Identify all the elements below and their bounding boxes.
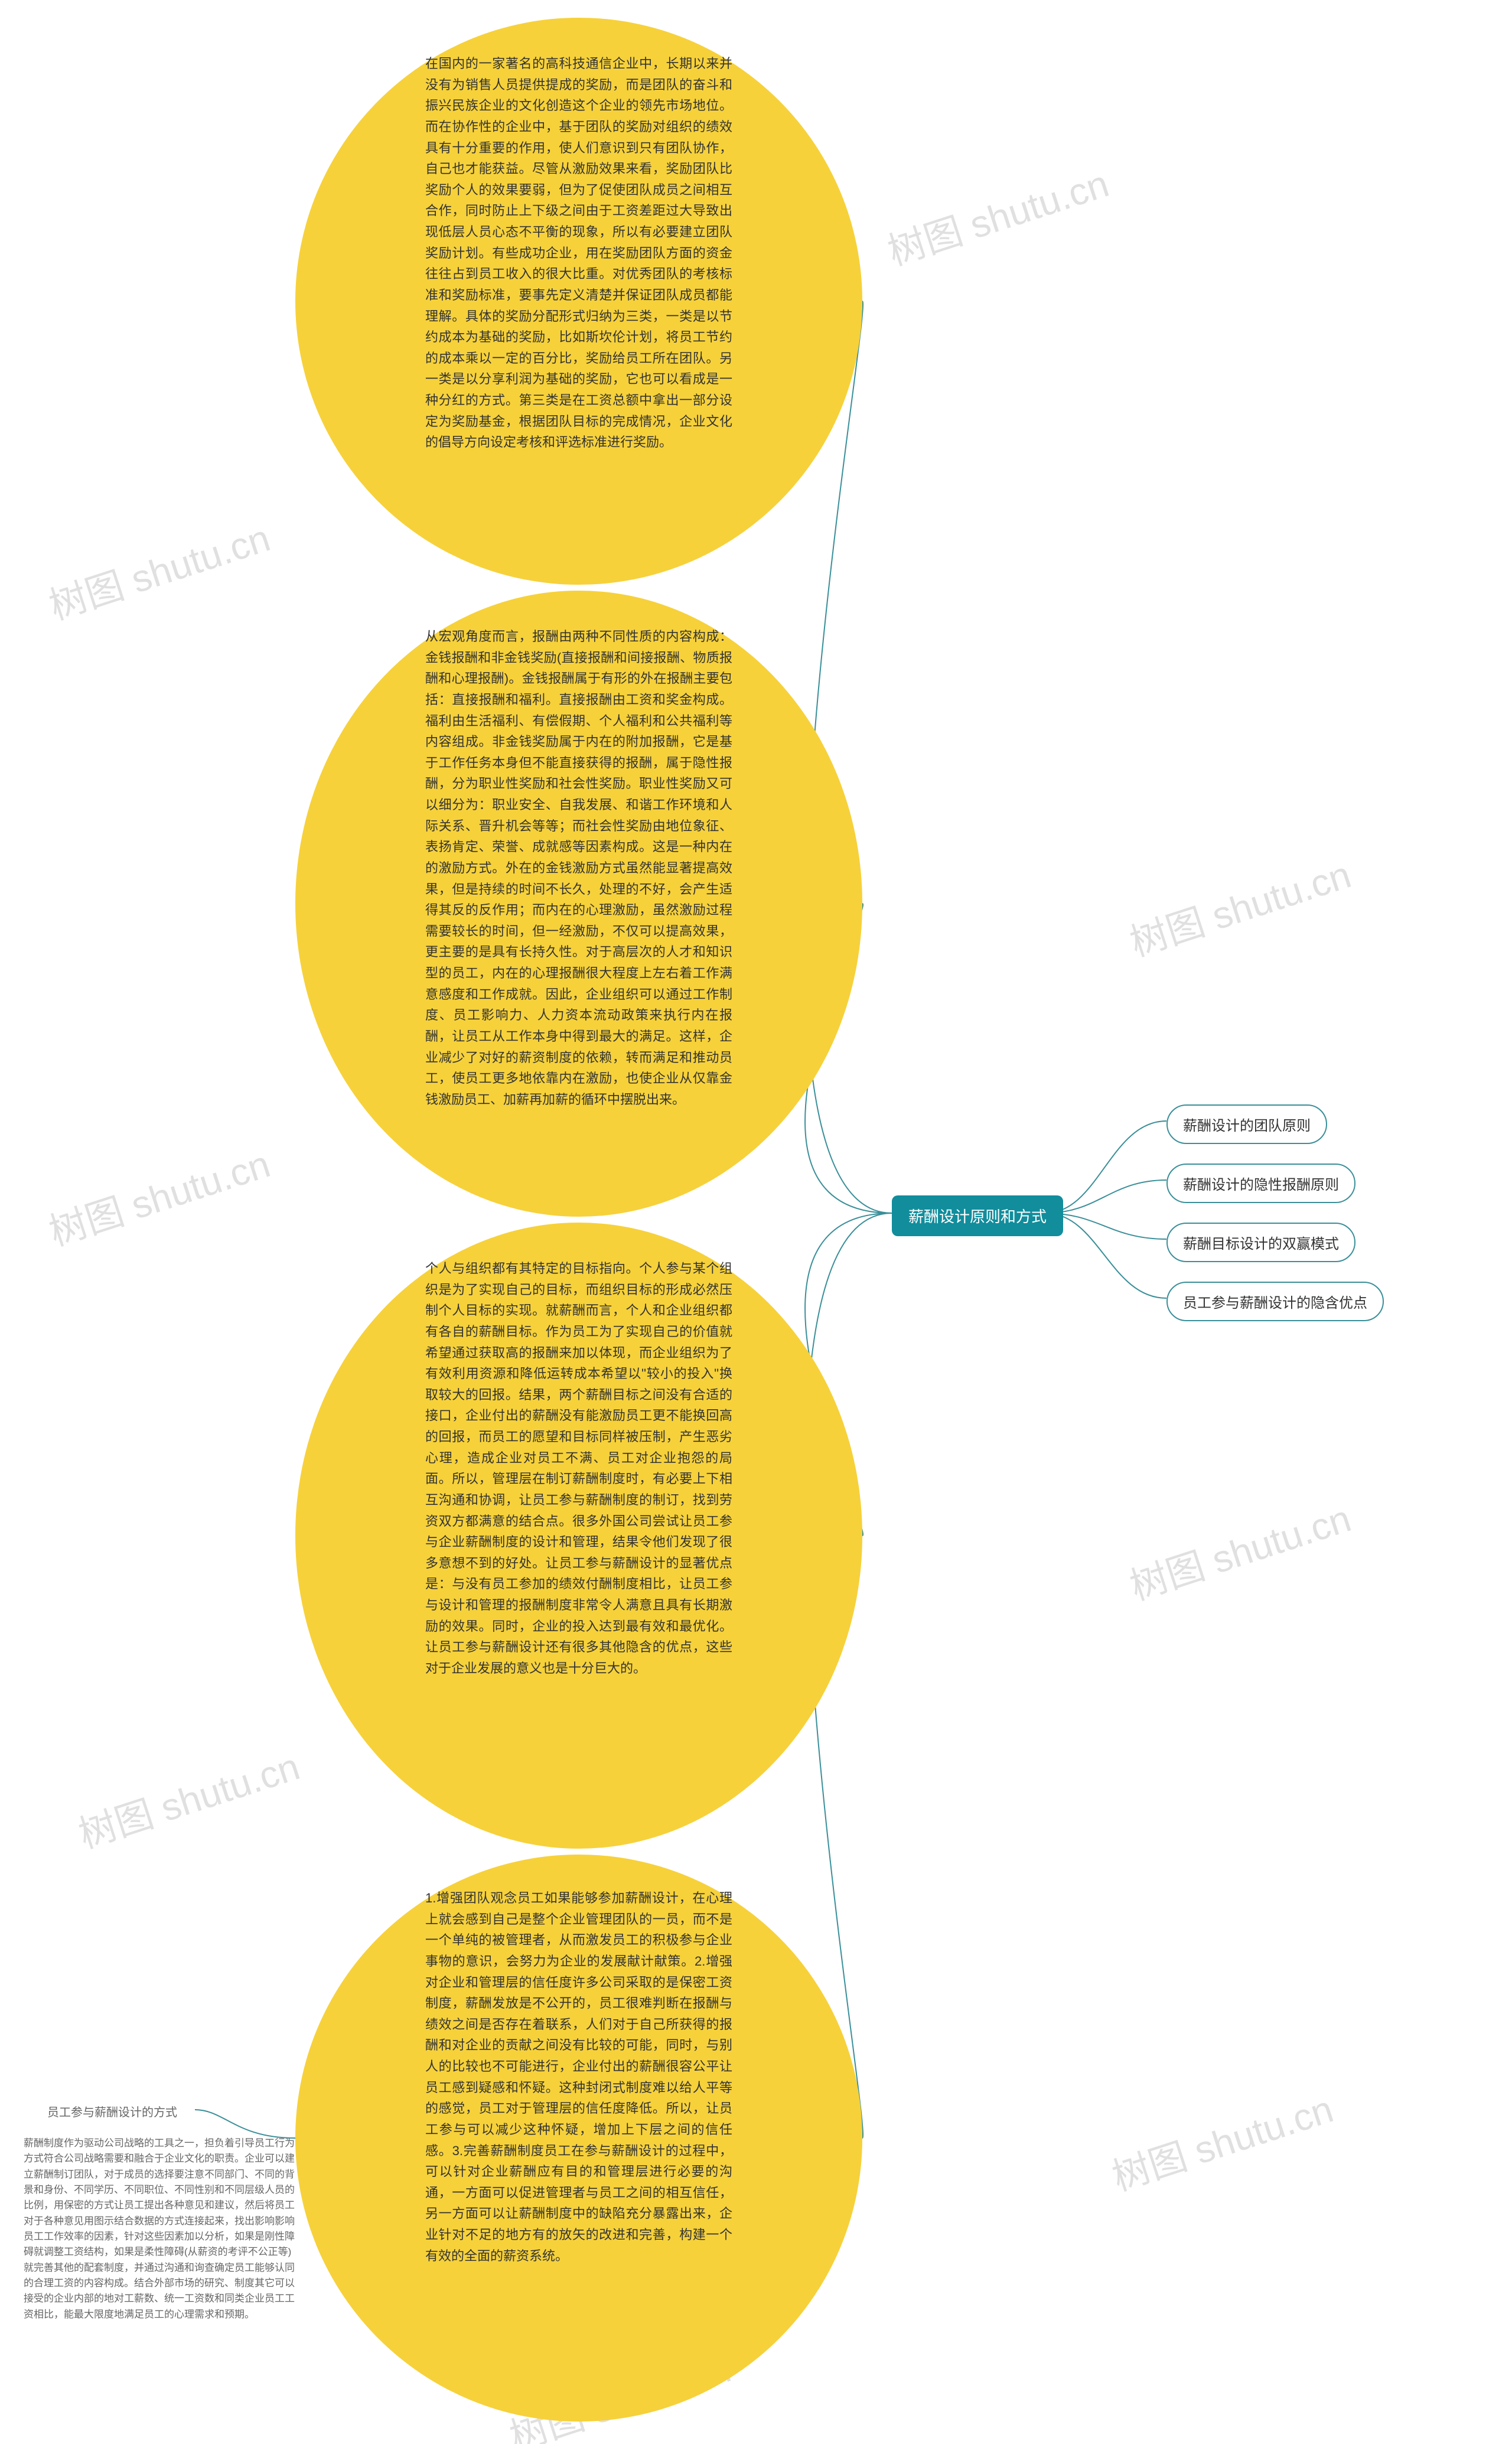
detail-ellipse-1: 在国内的一家著名的高科技通信企业中，长期以来并没有为销售人员提供提成的奖励，而是…	[295, 18, 862, 585]
mindmap-canvas: 树图 shutu.cn 树图 shutu.cn 树图 shutu.cn 树图 shut…	[0, 0, 1512, 2444]
detail-ellipse-2: 从宏观角度而言，报酬由两种不同性质的内容构成：金钱报酬和非金钱奖励(直接报酬和间…	[295, 591, 862, 1217]
watermark-text: 树图 shutu.cn	[1104, 2079, 1339, 2201]
detail-text-4: 1.增强团队观念员工如果能够参加薪酬设计，在心理上就会感到自己是整个企业管理团队…	[425, 1888, 732, 2266]
detail-text-2: 从宏观角度而言，报酬由两种不同性质的内容构成：金钱报酬和非金钱奖励(直接报酬和间…	[425, 626, 732, 1110]
watermark-text: 树图 shutu.cn	[41, 508, 276, 630]
watermark-text: 树图 shutu.cn	[1122, 845, 1357, 967]
child-node-implicit-reward-principle[interactable]: 薪酬设计的隐性报酬原则	[1166, 1164, 1355, 1203]
child-node-winwin-model[interactable]: 薪酬目标设计的双赢模式	[1166, 1223, 1355, 1262]
sub-node-participation-body: 薪酬制度作为驱动公司战略的工具之一，担负着引导员工行为方式符合公司战略需要和融合…	[24, 2136, 295, 2322]
detail-ellipse-4: 1.增强团队观念员工如果能够参加薪酬设计，在心理上就会感到自己是整个企业管理团队…	[295, 1855, 862, 2422]
detail-text-1: 在国内的一家著名的高科技通信企业中，长期以来并没有为销售人员提供提成的奖励，而是…	[425, 53, 732, 453]
watermark-text: 树图 shutu.cn	[71, 1736, 305, 1859]
child-node-team-principle[interactable]: 薪酬设计的团队原则	[1166, 1104, 1327, 1144]
sub-node-participation-method[interactable]: 员工参与薪酬设计的方式	[47, 2103, 177, 2120]
watermark-text: 树图 shutu.cn	[880, 154, 1115, 276]
watermark-text: 树图 shutu.cn	[1122, 1488, 1357, 1611]
root-node[interactable]: 薪酬设计原则和方式	[892, 1195, 1063, 1236]
detail-ellipse-3: 个人与组织都有其特定的目标指向。个人参与某个组织是为了实现自己的目标，而组织目标…	[295, 1223, 862, 1849]
watermark-text: 树图 shutu.cn	[41, 1134, 276, 1256]
child-node-employee-participation-advantages[interactable]: 员工参与薪酬设计的隐含优点	[1166, 1282, 1384, 1321]
detail-text-3: 个人与组织都有其特定的目标指向。个人参与某个组织是为了实现自己的目标，而组织目标…	[425, 1258, 732, 1679]
